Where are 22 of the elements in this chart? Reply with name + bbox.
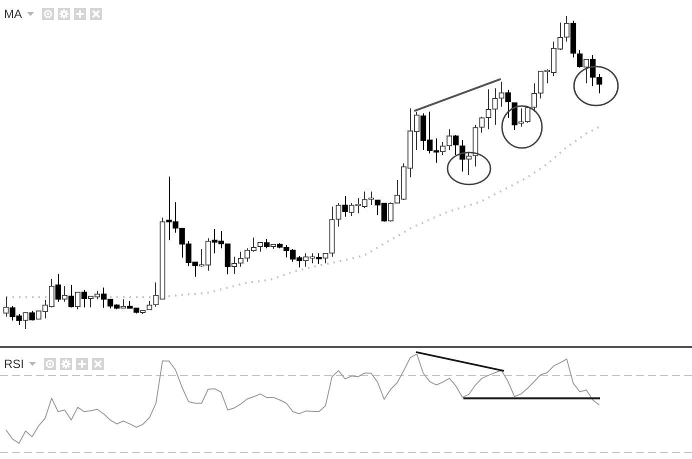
candlestick [342, 195, 348, 218]
candlestick [264, 238, 270, 249]
candlestick [81, 289, 88, 308]
candlestick [55, 273, 61, 302]
candlestick [512, 102, 518, 130]
candlestick [3, 296, 9, 318]
candlestick [22, 312, 28, 330]
candlestick [505, 89, 511, 119]
chart-title: RSI [4, 357, 24, 371]
candlestick [576, 50, 583, 68]
candlestick [453, 134, 459, 156]
candlestick [316, 252, 322, 264]
candlestick [257, 242, 264, 252]
candlestick [336, 202, 342, 228]
candlestick [583, 58, 590, 84]
candlestick [440, 141, 446, 156]
chart-title: MA [4, 7, 22, 21]
candlestick [466, 151, 472, 176]
candlestick [146, 300, 152, 310]
candlestick [74, 292, 81, 310]
candlestick [446, 128, 452, 150]
candlestick [68, 284, 74, 308]
